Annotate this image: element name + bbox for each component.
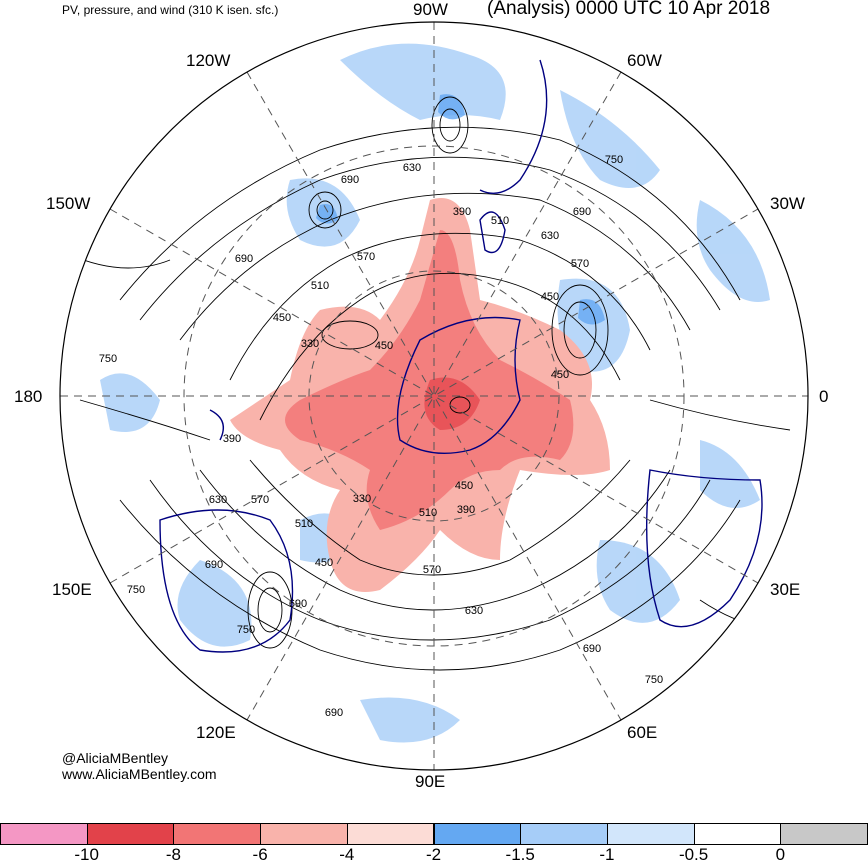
colorbar-label: 0 bbox=[775, 845, 786, 864]
colorbar-swatch bbox=[520, 823, 608, 845]
contour-label: 690 bbox=[325, 707, 343, 719]
contour-label: 630 bbox=[209, 494, 227, 506]
lon-label-90e: 90E bbox=[415, 772, 446, 791]
contour-label: 750 bbox=[237, 624, 255, 636]
contour-label: 450 bbox=[551, 369, 569, 381]
contour-label: 690 bbox=[573, 206, 591, 218]
contour-label: 750 bbox=[127, 584, 145, 596]
colorbar-swatch bbox=[433, 823, 522, 845]
colorbar-label: -1.5 bbox=[505, 845, 535, 864]
contour-label: 510 bbox=[295, 518, 313, 530]
contour-label-750-east: 750 bbox=[645, 674, 663, 686]
contour-label: 690 bbox=[205, 559, 223, 571]
contour-label: 750 bbox=[605, 154, 623, 166]
contour-label: 570 bbox=[357, 251, 375, 263]
colorbar-swatch bbox=[606, 823, 695, 845]
lon-label-60e: 60E bbox=[627, 723, 658, 742]
colorbar-swatch bbox=[780, 823, 868, 845]
contour-label: 690 bbox=[235, 253, 253, 265]
contour-label: 330 bbox=[301, 338, 319, 350]
graticule bbox=[60, 22, 808, 770]
contour-label: 570 bbox=[571, 258, 589, 270]
contour-label: 510 bbox=[491, 215, 509, 227]
pv-positive-fill bbox=[100, 43, 770, 743]
map-disk bbox=[60, 43, 801, 743]
contour-label: 330 bbox=[353, 493, 371, 505]
contour-label: 630 bbox=[403, 162, 421, 174]
colorbar-label: -4 bbox=[339, 845, 355, 864]
contour-label: 690 bbox=[289, 598, 307, 610]
lon-label-180: 180 bbox=[14, 387, 43, 406]
lon-label-30e: 30E bbox=[770, 580, 801, 599]
credit-handle: @AliciaMBentley bbox=[62, 750, 169, 766]
colorbar-label: -2 bbox=[425, 845, 442, 864]
polar-stereographic-map: 690 630 750 390 510 690 630 570 570 690 … bbox=[59, 21, 809, 771]
coastlines bbox=[159, 59, 763, 653]
contour-label: 690 bbox=[583, 643, 601, 655]
contour-label: 630 bbox=[465, 605, 483, 617]
contour-label: 750 bbox=[99, 353, 117, 365]
colorbar-label: -6 bbox=[252, 845, 268, 864]
lon-label-120e: 120E bbox=[196, 723, 236, 742]
colorbar-swatch bbox=[86, 823, 175, 845]
contour-label: 690 bbox=[341, 174, 359, 186]
lon-label-30w: 30W bbox=[770, 194, 805, 213]
lon-label-0: 0 bbox=[819, 387, 829, 406]
contour-label: 570 bbox=[251, 494, 269, 506]
colorbar-swatch bbox=[260, 823, 348, 845]
contour-label: 450 bbox=[541, 291, 559, 303]
colorbar-swatch bbox=[0, 823, 88, 845]
colorbar-label: -1 bbox=[599, 845, 615, 864]
colorbar-label: -8 bbox=[165, 845, 181, 864]
contour-labels: 690 630 750 390 510 690 630 570 570 690 … bbox=[99, 154, 623, 719]
pv-negative-fill bbox=[230, 198, 610, 592]
contour-label: 450 bbox=[375, 340, 393, 352]
contour-label: 510 bbox=[311, 280, 329, 292]
colorbar-swatch bbox=[346, 823, 435, 845]
lon-label-150w: 150W bbox=[46, 194, 91, 213]
lon-label-90w: 90W bbox=[413, 0, 448, 19]
colorbar-swatch bbox=[693, 823, 782, 845]
credit-website: www.AliciaMBentley.com bbox=[62, 766, 217, 782]
map-subtitle: PV, pressure, and wind (310 K isen. sfc.… bbox=[62, 3, 279, 17]
contour-label: 450 bbox=[455, 480, 473, 492]
contour-label: 390 bbox=[223, 433, 241, 445]
contour-label: 570 bbox=[423, 564, 441, 576]
map-title: (Analysis) 0000 UTC 10 Apr 2018 bbox=[487, 0, 771, 19]
lon-label-150e: 150E bbox=[52, 580, 92, 599]
contour-label: 390 bbox=[457, 504, 475, 516]
contour-label: 510 bbox=[419, 507, 437, 519]
contour-label: 390 bbox=[453, 206, 471, 218]
map-boundary bbox=[59, 21, 809, 771]
colorbar-label: -10 bbox=[74, 845, 99, 864]
contour-label: 450 bbox=[273, 312, 291, 324]
contour-label: 630 bbox=[541, 230, 559, 242]
contour-label: 450 bbox=[315, 557, 333, 569]
colorbar-swatch bbox=[173, 823, 262, 845]
lon-label-60w: 60W bbox=[627, 51, 662, 70]
colorbar-label: -0.5 bbox=[678, 845, 709, 864]
lon-label-120w: 120W bbox=[186, 51, 231, 70]
